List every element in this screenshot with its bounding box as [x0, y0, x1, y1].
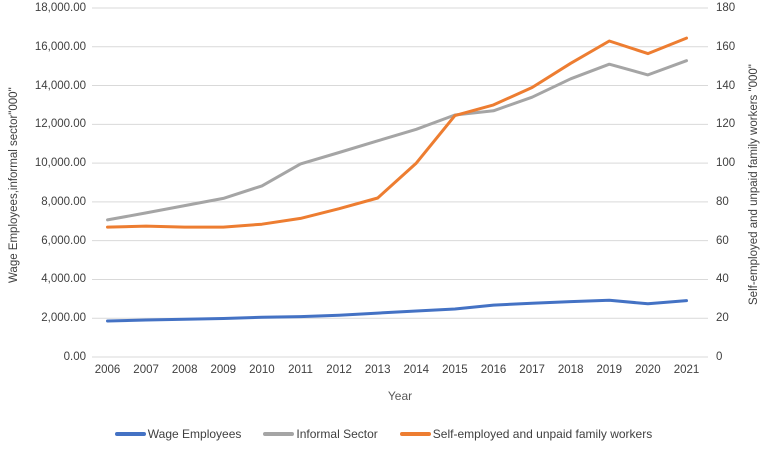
right-tick-label: 40	[716, 273, 729, 286]
x-tick-label: 2018	[557, 364, 584, 376]
left-tick-label: 12,000.00	[34, 118, 86, 131]
left-tick-label: 16,000.00	[34, 40, 86, 53]
x-tick-label: 2006	[94, 364, 121, 376]
series-line-self-employed-and-unpaid-family-workers	[106, 36, 688, 229]
right-tick-label: 20	[716, 312, 729, 325]
right-tick-label: 0	[716, 351, 723, 363]
x-tick-label: 2012	[326, 364, 352, 376]
x-tick-label: 2009	[210, 364, 237, 376]
x-tick-label: 2007	[133, 364, 159, 376]
x-tick-label: 2021	[673, 364, 700, 376]
left-tick-label: 6,000.00	[41, 234, 86, 247]
x-tick-label: 2020	[635, 364, 661, 376]
right-tick-label: 80	[716, 195, 729, 208]
legend-item-wage-employees: Wage Employees	[114, 427, 242, 441]
series-line-wage-employees	[106, 298, 688, 323]
x-tick-label: 2019	[596, 364, 623, 376]
wage-employees-line-swatch	[114, 432, 146, 436]
legend-label: Self-employed and unpaid family workers	[432, 427, 653, 441]
legend-label: Wage Employees	[147, 427, 242, 441]
x-tick-label: 2013	[364, 364, 391, 376]
left-tick-label: 8,000.00	[41, 195, 86, 208]
legend-label: Informal Sector	[296, 427, 378, 441]
right-tick-label: 140	[716, 79, 736, 92]
left-tick-label: 0.00	[63, 351, 86, 363]
left-tick-label: 18,000.00	[34, 2, 86, 14]
right-tick-label: 160	[716, 40, 736, 53]
x-tick-label: 2014	[403, 364, 430, 376]
legend-item-informal-sector: Informal Sector	[263, 427, 378, 441]
right-tick-label: 180	[716, 2, 736, 14]
right-axis-title: Self-employed and unpaid family workers …	[748, 64, 760, 306]
plot-area	[92, 7, 708, 358]
series-line-informal-sector	[106, 59, 688, 222]
x-tick-label: 2010	[249, 364, 275, 376]
left-tick-label: 14,000.00	[34, 79, 86, 92]
left-tick-label: 2,000.00	[41, 312, 86, 325]
right-tick-label: 120	[716, 118, 736, 131]
legend-item-self-employed: Self-employed and unpaid family workers	[399, 427, 653, 441]
x-tick-label: 2017	[519, 364, 545, 376]
left-tick-label: 4,000.00	[41, 273, 86, 286]
x-tick-label: 2016	[480, 364, 507, 376]
right-tick-label: 100	[716, 157, 736, 170]
self-employed-line-swatch	[399, 432, 431, 436]
left-tick-label: 10,000.00	[34, 157, 86, 170]
x-axis-title: Year	[387, 389, 413, 403]
legend: Wage Employees Informal Sector Self-empl…	[0, 427, 767, 441]
left-axis-title: Wage Employees,informal sector"000"	[8, 87, 20, 283]
x-tick-label: 2008	[171, 364, 198, 376]
informal-sector-line-swatch	[263, 432, 295, 436]
x-tick-label: 2015	[442, 364, 468, 376]
x-tick-label: 2011	[288, 364, 313, 376]
right-tick-label: 60	[716, 234, 729, 247]
